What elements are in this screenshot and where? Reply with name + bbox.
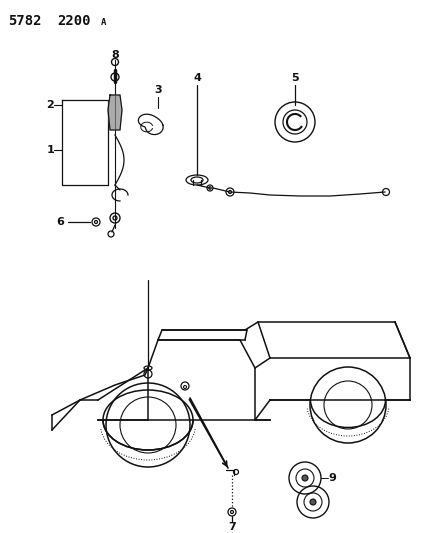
Text: A: A: [101, 18, 107, 27]
Text: 2200: 2200: [57, 14, 90, 28]
Text: 4: 4: [193, 73, 201, 83]
Text: 1: 1: [46, 145, 54, 155]
Text: 6: 6: [56, 217, 64, 227]
Circle shape: [302, 475, 308, 481]
Text: 5: 5: [291, 73, 299, 83]
Text: 5782: 5782: [8, 14, 42, 28]
Text: 9: 9: [328, 473, 336, 483]
Text: 2: 2: [46, 100, 54, 110]
Text: 7: 7: [228, 522, 236, 532]
Polygon shape: [108, 95, 122, 130]
Text: 8: 8: [111, 50, 119, 60]
Circle shape: [310, 499, 316, 505]
Text: 3: 3: [154, 85, 162, 95]
